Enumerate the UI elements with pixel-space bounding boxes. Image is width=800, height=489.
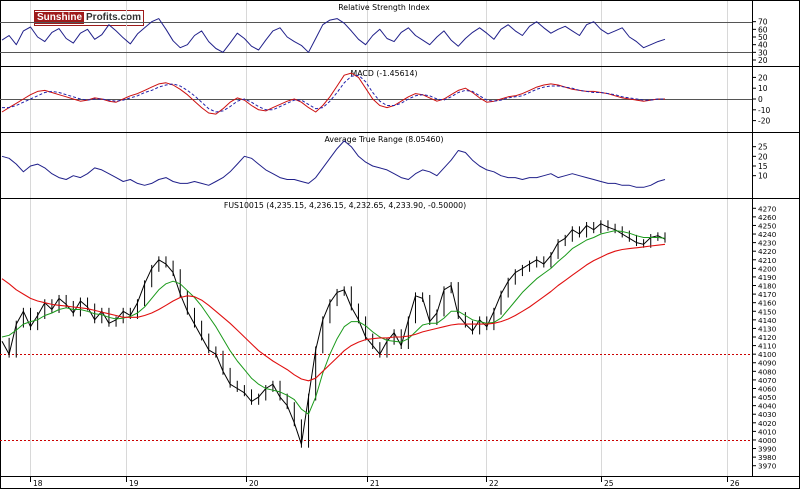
y-tick-label: 0: [758, 95, 763, 104]
panel-title-0: Relative Strength Index: [338, 3, 430, 12]
y-tick-label: 3990: [758, 445, 777, 454]
y-tick-label: 4200: [758, 264, 777, 273]
y-tick-label: 4100: [758, 350, 777, 359]
price-line: [1, 223, 666, 445]
y-tick-label: 60: [758, 25, 768, 34]
y-tick-label: 4150: [758, 307, 777, 316]
rsi-line: [1, 18, 666, 53]
y-tick-label: 4120: [758, 333, 777, 342]
logo-brand-part-2: Profits.com: [84, 12, 144, 24]
x-tick-label: 25: [604, 479, 614, 488]
y-tick-label: -20: [758, 117, 770, 126]
y-tick-label: 4110: [758, 342, 777, 351]
x-tick-label: 18: [33, 479, 43, 488]
x-tick-label: 20: [249, 479, 259, 488]
y-tick-label: 25: [758, 143, 768, 152]
y-tick-label: 40: [758, 41, 768, 50]
y-tick-label: 4140: [758, 316, 777, 325]
atr-line: [1, 140, 666, 188]
y-tick-label: 4180: [758, 282, 777, 291]
y-tick-label: 4020: [758, 419, 777, 428]
sunshine-profits-logo[interactable]: Sunshine Profits.com: [34, 10, 145, 26]
y-tick-label: 3970: [758, 462, 777, 471]
panel-title-1: MACD (-1.45614): [351, 69, 418, 78]
y-tick-label: 4040: [758, 402, 777, 411]
y-tick-label: 15: [758, 162, 768, 171]
x-tick-label: 21: [370, 479, 380, 488]
y-tick-label: 20: [758, 152, 768, 161]
y-tick-label: 30: [758, 48, 768, 57]
y-tick-label: 4060: [758, 384, 777, 393]
y-tick-label: 3980: [758, 453, 777, 462]
y-tick-label: 4220: [758, 247, 777, 256]
y-tick-label: 4030: [758, 410, 777, 419]
y-tick-label: 4260: [758, 213, 777, 222]
y-tick-label: 20: [758, 73, 768, 82]
y-tick-label: 4190: [758, 273, 777, 282]
x-tick-label: 22: [489, 479, 499, 488]
y-tick-label: 4210: [758, 256, 777, 265]
y-tick-label: -10: [758, 106, 770, 115]
y-tick-label: 70: [758, 18, 768, 27]
short-moving-average-line: [1, 230, 666, 415]
y-tick-label: 4270: [758, 204, 777, 213]
logo-brand-part-1: Sunshine: [35, 12, 85, 24]
y-tick-label: 4170: [758, 290, 777, 299]
y-tick-label: 4050: [758, 393, 777, 402]
panel-title-3: FUS10015 (4,235.15, 4,236.15, 4,232.65, …: [224, 201, 466, 210]
y-tick-label: 4080: [758, 367, 777, 376]
y-tick-label: 10: [758, 84, 768, 93]
y-tick-label: 10: [758, 172, 768, 181]
signal-line: [2, 74, 665, 113]
y-tick-label: 4160: [758, 299, 777, 308]
long-moving-average-line: [1, 243, 666, 382]
panel-title-2: Average True Range (8.05460): [324, 135, 443, 144]
y-tick-label: 50: [758, 33, 768, 42]
macd-line: [1, 72, 665, 115]
y-tick-label: 4250: [758, 221, 777, 230]
x-tick-label: 26: [730, 479, 740, 488]
y-tick-label: 20: [758, 56, 768, 65]
x-tick-label: 19: [129, 479, 139, 488]
y-tick-label: 4230: [758, 239, 777, 248]
y-tick-label: 4000: [758, 436, 777, 445]
y-tick-label: 4130: [758, 324, 777, 333]
y-tick-label: 4070: [758, 376, 777, 385]
y-tick-label: 4240: [758, 230, 777, 239]
y-tick-label: 4090: [758, 359, 777, 368]
y-tick-label: 4010: [758, 427, 777, 436]
